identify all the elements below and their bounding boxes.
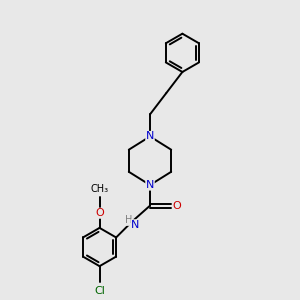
Text: Cl: Cl <box>94 286 105 296</box>
Text: H: H <box>124 215 132 225</box>
Text: O: O <box>173 201 182 211</box>
Text: CH₃: CH₃ <box>91 184 109 194</box>
Text: O: O <box>95 208 104 218</box>
Text: N: N <box>146 180 154 190</box>
Text: N: N <box>131 220 140 230</box>
Text: N: N <box>146 131 154 142</box>
